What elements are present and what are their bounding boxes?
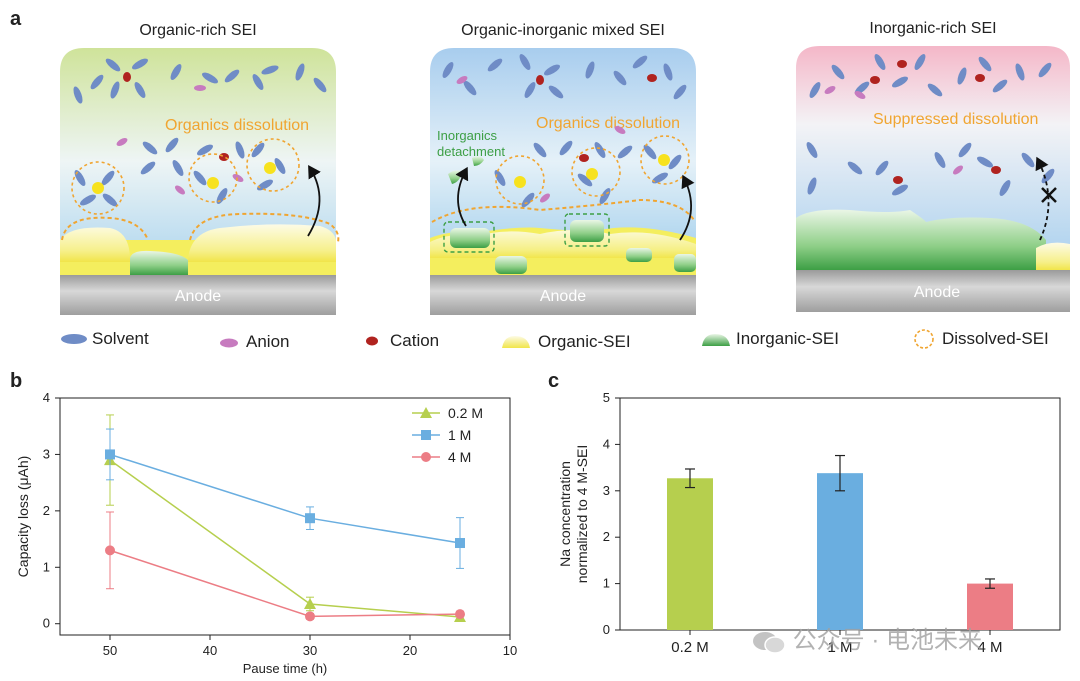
y-tick-label-b-1: 1 (43, 559, 50, 574)
y-tick-label-c-5: 5 (603, 390, 610, 405)
x-tick-label-b-4: 10 (503, 643, 517, 658)
anion-icon (220, 338, 238, 348)
point-b-1-0 (105, 449, 115, 460)
scheme-title-organic-rich: Organic-rich SEI (139, 22, 257, 39)
sei-schematic: Anode Organics dissolution (60, 46, 1070, 315)
series-b-2: 4 M (105, 449, 471, 622)
panel-label-c: c (548, 370, 560, 392)
point-b-2-2 (455, 609, 465, 620)
y-tick-label-b-4: 4 (43, 390, 50, 405)
point-b-1-1 (305, 513, 315, 524)
wechat-logo-icon (752, 629, 786, 655)
x-tick-label-b-3: 20 (403, 643, 417, 658)
bar-c-1 (817, 473, 863, 630)
y-axis-label-b: Capacity loss (μAh) (15, 456, 31, 578)
dissolved-sei-icon (914, 329, 934, 349)
y-tick-label-c-2: 2 (603, 529, 610, 544)
series-line-b-2 (109, 549, 461, 618)
legend-label-b-0: 0.2 M (448, 405, 483, 421)
anode-label-1: Anode (175, 288, 221, 305)
solvent-icon (61, 334, 87, 344)
y-tick-label-b-2: 2 (43, 503, 50, 518)
legend-label-dissolved-sei: Dissolved-SEI (942, 329, 1049, 348)
y-tick-label-c-3: 3 (603, 483, 610, 498)
blocked-cross-icon (1041, 187, 1057, 203)
annotation-organics-dissolution-2: Organics dissolution (536, 115, 680, 132)
anode-label-2: Anode (540, 288, 586, 305)
annotation-suppressed-dissolution: Suppressed dissolution (873, 111, 1038, 128)
panel-label-b: b (10, 370, 23, 392)
bar-c-0 (667, 478, 713, 630)
category-label-c-2: 4 M (977, 639, 1002, 656)
legend-label-organic-sei: Organic-SEI (538, 332, 631, 351)
watermark-text: 公众号 · 电池未来 (792, 627, 982, 654)
legend-marker-b-0 (420, 407, 432, 418)
point-b-2-1 (305, 611, 315, 622)
cation-icon (366, 336, 378, 346)
chart-capacity-loss: 50 40 30 20 10 0 1 2 3 4 Pause time (h) Capacity lo… (15, 390, 517, 676)
legend-marker-b-1 (421, 430, 431, 440)
plot-frame-b (59, 397, 511, 636)
legend-label-b-2: 4 M (448, 449, 471, 465)
x-axis-label-b: Pause time (h) (243, 661, 328, 676)
y-tick-label-c-4: 4 (603, 436, 610, 451)
organic-sei-icon (502, 336, 530, 348)
chart-na-concentration: 0 1 2 3 4 5 Na concentration normalized to 4 M-… (557, 390, 1061, 656)
y-axis-label-c-1: normalized to 4 M-SEI (574, 445, 590, 584)
panel-label-a: a (10, 8, 22, 30)
y-tick-label-b-0: 0 (43, 616, 50, 631)
legend-label-inorganic-sei: Inorganic-SEI (736, 329, 839, 348)
y-tick-label-c-0: 0 (603, 622, 610, 637)
category-label-c-1: 1 M (827, 639, 852, 656)
x-tick-label-b-0: 50 (103, 643, 117, 658)
scheme-title-mixed: Organic-inorganic mixed SEI (461, 22, 665, 39)
legend-label-b-1: 1 M (448, 427, 471, 443)
scheme-panel-inorganic-rich: Anode Suppressed dissolution (796, 46, 1070, 312)
scheme-panel-organic-rich: Anode Organics dissolution (60, 48, 340, 315)
point-b-1-2 (455, 538, 465, 549)
watermark: 公众号 · 电池未来 (752, 620, 982, 655)
anode-label-3: Anode (914, 284, 960, 301)
x-tick-label-b-2: 30 (303, 643, 317, 658)
category-label-c-0: 0.2 M (671, 639, 709, 656)
point-b-2-0 (105, 545, 115, 556)
y-axis-label-c-0: Na concentration (557, 461, 573, 567)
legend-marker-b-2 (421, 452, 431, 462)
series-line-b-0 (109, 459, 461, 618)
scheme-title-inorganic-rich: Inorganic-rich SEI (869, 20, 997, 37)
inorganic-sei-icon (702, 334, 730, 346)
scheme-panel-mixed: Anode Organics dissolution Inorganics det… (430, 48, 696, 315)
annotation-inorganics-detachment: Inorganics detachment (437, 128, 505, 159)
y-tick-label-b-3: 3 (43, 446, 50, 461)
series-b-1: 1 M (105, 427, 471, 569)
bar-c-2 (967, 583, 1013, 630)
point-b-0-1 (304, 597, 316, 609)
legend-label-anion: Anion (246, 332, 290, 351)
legend-label-cation: Cation (390, 331, 440, 350)
x-tick-label-b-1: 40 (203, 643, 217, 658)
annotation-organics-dissolution-1: Organics dissolution (165, 117, 309, 134)
y-tick-label-c-1: 1 (603, 576, 610, 591)
legend-label-solvent: Solvent (92, 329, 149, 348)
